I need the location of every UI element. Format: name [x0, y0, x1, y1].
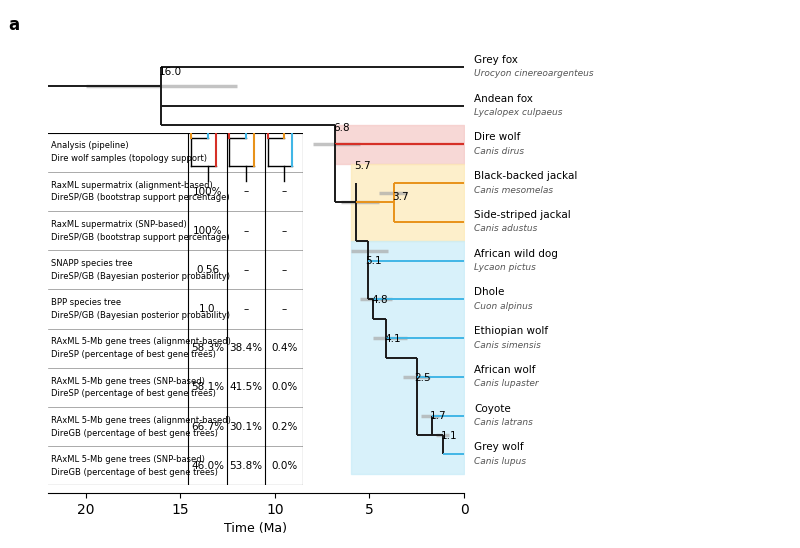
Text: –: – — [282, 265, 286, 275]
Text: –: – — [282, 304, 286, 314]
Text: African wild dog: African wild dog — [474, 249, 558, 259]
Text: DireSP/GB (bootstrap support percentage): DireSP/GB (bootstrap support percentage) — [50, 232, 229, 242]
Text: RAxML 5-Mb gene trees (SNP-based): RAxML 5-Mb gene trees (SNP-based) — [50, 376, 205, 386]
Text: RAxML 5-Mb gene trees (alignment-based): RAxML 5-Mb gene trees (alignment-based) — [50, 338, 230, 346]
Text: Side-striped jackal: Side-striped jackal — [474, 210, 571, 220]
Text: 1.0: 1.0 — [199, 304, 216, 314]
Text: 0.4%: 0.4% — [271, 343, 298, 353]
Text: Coyote: Coyote — [474, 404, 511, 414]
Text: Cuon alpinus: Cuon alpinus — [474, 302, 533, 311]
Text: Canis mesomelas: Canis mesomelas — [474, 186, 554, 195]
Text: DireSP/GB (Bayesian posterior probability): DireSP/GB (Bayesian posterior probabilit… — [50, 272, 230, 281]
Text: 0.56: 0.56 — [196, 265, 219, 275]
Text: DireGB (percentage of best gene trees): DireGB (percentage of best gene trees) — [50, 429, 218, 437]
Text: 100%: 100% — [193, 186, 222, 197]
Text: Lycalopex culpaeus: Lycalopex culpaeus — [474, 108, 563, 117]
Text: DireSP/GB (Bayesian posterior probability): DireSP/GB (Bayesian posterior probabilit… — [50, 311, 230, 320]
Text: 0.2%: 0.2% — [271, 421, 298, 432]
Text: Canis adustus: Canis adustus — [474, 224, 538, 233]
Text: –: – — [243, 226, 249, 236]
Text: Analysis (pipeline): Analysis (pipeline) — [50, 141, 128, 151]
Text: Lycaon pictus: Lycaon pictus — [474, 263, 536, 272]
Text: DireSP/GB (bootstrap support percentage): DireSP/GB (bootstrap support percentage) — [50, 193, 229, 202]
Text: –: – — [243, 186, 249, 197]
Text: 58.1%: 58.1% — [191, 383, 224, 392]
Text: 58.3%: 58.3% — [191, 343, 224, 353]
Text: Dire wolf samples (topology support): Dire wolf samples (topology support) — [50, 154, 206, 163]
Text: RAxML 5-Mb gene trees (alignment-based): RAxML 5-Mb gene trees (alignment-based) — [50, 416, 230, 425]
Text: RAxML 5-Mb gene trees (SNP-based): RAxML 5-Mb gene trees (SNP-based) — [50, 455, 205, 464]
Text: DireGB (percentage of best gene trees): DireGB (percentage of best gene trees) — [50, 467, 218, 477]
Text: 16.0: 16.0 — [159, 66, 182, 77]
Text: 53.8%: 53.8% — [230, 461, 262, 471]
Text: Canis simensis: Canis simensis — [474, 341, 542, 350]
Text: Grey wolf: Grey wolf — [474, 442, 524, 453]
Text: Dire wolf: Dire wolf — [474, 133, 521, 142]
Text: 41.5%: 41.5% — [230, 383, 262, 392]
Text: 0.0%: 0.0% — [271, 461, 298, 471]
Text: DireSP (percentage of best gene trees): DireSP (percentage of best gene trees) — [50, 389, 215, 398]
Text: Canis lupaster: Canis lupaster — [474, 379, 539, 389]
Text: Canis lupus: Canis lupus — [474, 457, 526, 466]
Text: 2.5: 2.5 — [414, 373, 431, 383]
Text: 4.1: 4.1 — [384, 334, 401, 344]
Text: –: – — [243, 304, 249, 314]
Text: a: a — [8, 16, 19, 35]
Text: 0.0%: 0.0% — [271, 383, 298, 392]
Text: DireSP (percentage of best gene trees): DireSP (percentage of best gene trees) — [50, 350, 215, 359]
Text: Grey fox: Grey fox — [474, 55, 518, 65]
Text: Ethiopian wolf: Ethiopian wolf — [474, 326, 549, 336]
Text: 6.8: 6.8 — [333, 123, 350, 133]
Text: 5.1: 5.1 — [366, 256, 382, 266]
Text: RaxML supermatrix (alignment-based): RaxML supermatrix (alignment-based) — [50, 181, 212, 190]
Text: Urocyon cinereoargenteus: Urocyon cinereoargenteus — [474, 69, 594, 78]
Text: Black-backed jackal: Black-backed jackal — [474, 171, 578, 181]
Text: 1.7: 1.7 — [430, 412, 446, 421]
Text: 1.1: 1.1 — [441, 431, 458, 441]
X-axis label: Time (Ma): Time (Ma) — [225, 522, 287, 535]
Text: Canis dirus: Canis dirus — [474, 147, 525, 156]
Text: Andean fox: Andean fox — [474, 94, 534, 104]
Text: African wolf: African wolf — [474, 365, 536, 375]
Text: Dhole: Dhole — [474, 287, 505, 298]
Text: –: – — [243, 265, 249, 275]
Text: –: – — [282, 186, 286, 197]
Text: 66.7%: 66.7% — [191, 421, 224, 432]
Text: 5.7: 5.7 — [354, 162, 370, 172]
Text: SNAPP species tree: SNAPP species tree — [50, 259, 132, 268]
Text: 30.1%: 30.1% — [230, 421, 262, 432]
Text: Canis latrans: Canis latrans — [474, 418, 534, 427]
Text: 38.4%: 38.4% — [230, 343, 262, 353]
Text: –: – — [282, 226, 286, 236]
Text: 4.8: 4.8 — [371, 295, 387, 305]
Text: 46.0%: 46.0% — [191, 461, 224, 471]
Text: 3.7: 3.7 — [392, 192, 408, 203]
Text: RaxML supermatrix (SNP-based): RaxML supermatrix (SNP-based) — [50, 220, 186, 229]
Text: BPP species tree: BPP species tree — [50, 298, 121, 307]
Text: 100%: 100% — [193, 226, 222, 236]
